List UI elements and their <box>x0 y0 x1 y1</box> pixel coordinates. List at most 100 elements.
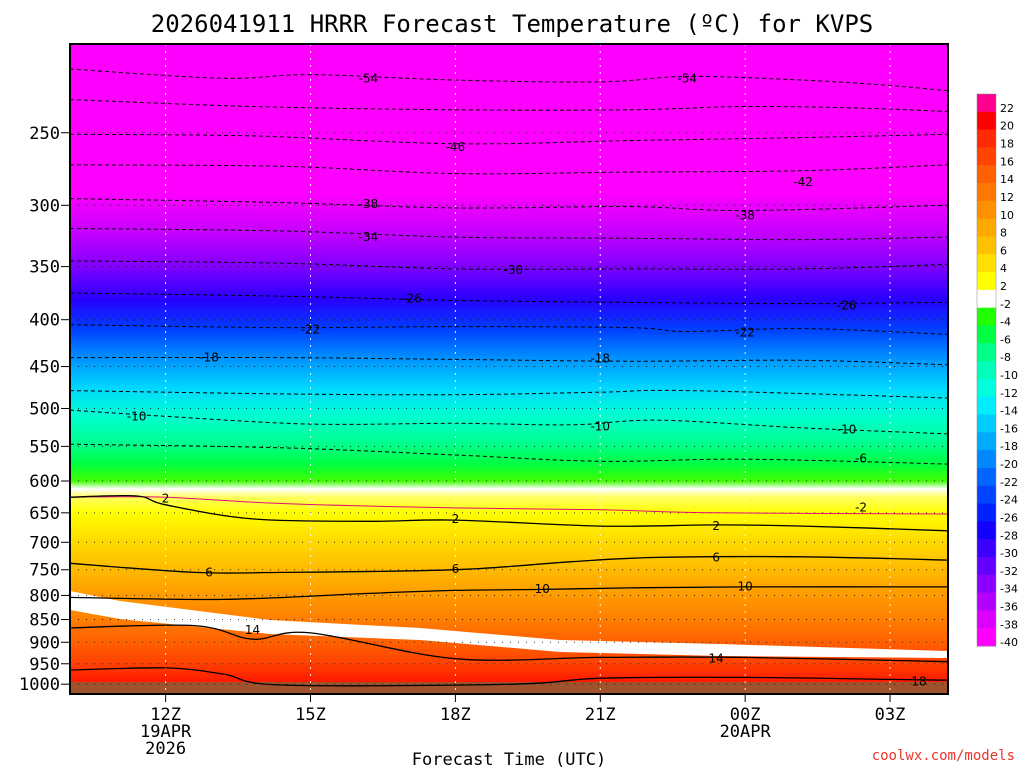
x-tick-label: 2026 <box>145 739 186 759</box>
contour-line <box>70 99 948 112</box>
x-tick-label: 03Z <box>875 705 906 725</box>
contour-label: -30 <box>504 263 524 277</box>
y-tick-label: 800 <box>29 586 60 606</box>
colorbar-swatch <box>977 450 996 469</box>
contour-line <box>70 667 948 687</box>
colorbar-label: 8 <box>1000 227 1007 240</box>
colorbar-frame <box>976 93 997 647</box>
colorbar-swatch <box>977 521 996 540</box>
contour-label: 10 <box>535 582 550 596</box>
colorbar-swatch <box>977 218 996 237</box>
chart-title: 2026041911 HRRR Forecast Temperature (ºC… <box>151 10 873 38</box>
contour-line <box>70 555 948 574</box>
colorbar-label: -24 <box>1000 494 1018 507</box>
colorbar-swatch <box>977 183 996 202</box>
y-tick-label: 700 <box>29 533 60 553</box>
colorbar-label: -14 <box>1000 405 1018 418</box>
colorbar-label: -32 <box>1000 565 1018 578</box>
contour-label: 14 <box>709 651 724 665</box>
colorbar-swatch <box>977 610 996 629</box>
contour-line <box>70 496 948 515</box>
colorbar-swatch <box>977 556 996 576</box>
y-tick-label: 850 <box>29 611 60 631</box>
colorbar-label: -10 <box>1000 369 1018 382</box>
colorbar-swatch <box>977 467 996 487</box>
contour-label: -2 <box>855 500 867 514</box>
colorbar-swatch <box>977 574 996 594</box>
contour-label: -38 <box>735 209 755 223</box>
colorbar-label: 4 <box>1000 262 1007 275</box>
colorbar-swatch <box>977 111 996 131</box>
colorbar-label: 14 <box>1000 173 1014 186</box>
x-tick-label: 12Z <box>150 705 181 725</box>
contour-label: 2 <box>162 491 170 505</box>
colorbar: 22 20 18 16 14 12 10 8 6 4 2 -2 -4 -6 -8 -10 -12 -14 -16 -1… <box>976 93 1018 649</box>
colorbar-swatch <box>977 503 996 522</box>
colorbar-label: -36 <box>1000 600 1018 613</box>
y-tick-label: 350 <box>29 258 60 278</box>
colorbar-label: -18 <box>1000 440 1018 453</box>
plot-frame <box>69 43 949 695</box>
contour-label: -6 <box>855 451 867 465</box>
contour-label: 10 <box>738 579 753 593</box>
contour-label: -26 <box>837 299 857 313</box>
colorbar-label: 16 <box>1000 155 1014 168</box>
colorbar-swatch <box>977 361 996 380</box>
contour-label: -10 <box>837 422 857 436</box>
contour-label: 18 <box>911 674 926 688</box>
y-tick-label: 750 <box>29 561 60 581</box>
colorbar-swatch <box>977 94 996 113</box>
colorbar-swatch <box>977 378 996 398</box>
colorbar-label: -28 <box>1000 529 1018 542</box>
colorbar-label: -2 <box>1000 298 1011 311</box>
freezing-band <box>70 591 948 658</box>
contour-label: -18 <box>590 352 610 366</box>
colorbar-label: -34 <box>1000 583 1018 596</box>
contour-label: -26 <box>402 291 422 305</box>
colorbar-label: -8 <box>1000 351 1011 364</box>
contour-label: -46 <box>446 140 466 154</box>
contour-line <box>70 624 948 663</box>
colorbar-label: -12 <box>1000 387 1018 400</box>
colorbar-swatch <box>977 628 996 647</box>
colorbar-swatch <box>977 272 996 291</box>
x-axis-label: Forecast Time (UTC) <box>412 750 606 768</box>
contour-line <box>70 586 948 601</box>
colorbar-swatch <box>977 129 996 148</box>
contour-label: -18 <box>199 351 219 365</box>
colorbar-swatch <box>977 396 996 416</box>
plot-area: -54 -54-46-42-38-38-34-30-26-26-22 -22-18-… <box>70 44 948 694</box>
contour-label: 6 <box>712 550 720 564</box>
colorbar-label: -6 <box>1000 333 1011 346</box>
y-tick-label: 250 <box>29 124 60 144</box>
colorbar-swatch <box>977 254 996 273</box>
colorbar-swatch <box>977 592 996 611</box>
contour-label: -42 <box>793 175 813 189</box>
colorbar-label: -22 <box>1000 476 1018 489</box>
contour-label: -22 <box>735 325 755 339</box>
y-tick-label: 450 <box>29 358 60 378</box>
colorbar-swatch <box>977 325 996 344</box>
credit-link[interactable]: coolwx.com/models <box>872 748 1015 764</box>
colorbar-label: -20 <box>1000 458 1018 471</box>
contour-label: 2 <box>452 512 460 526</box>
colorbar-label: 2 <box>1000 280 1007 293</box>
contour-label: -54 <box>677 71 697 85</box>
colorbar-label: -26 <box>1000 511 1018 524</box>
y-tick-label: 550 <box>29 437 60 457</box>
colorbar-label: 6 <box>1000 244 1007 257</box>
y-tick-label: 650 <box>29 504 60 524</box>
contour-label: -10 <box>590 419 610 433</box>
colorbar-swatch <box>977 343 996 362</box>
contour-line <box>70 409 948 435</box>
colorbar-label: 10 <box>1000 209 1014 222</box>
colorbar-swatch <box>977 485 996 505</box>
contour-label: 6 <box>452 562 460 576</box>
y-tick-label: 950 <box>29 655 60 675</box>
contour-line <box>70 198 948 212</box>
contour-label: -54 <box>359 71 379 85</box>
contour-label: 2 <box>712 519 720 533</box>
